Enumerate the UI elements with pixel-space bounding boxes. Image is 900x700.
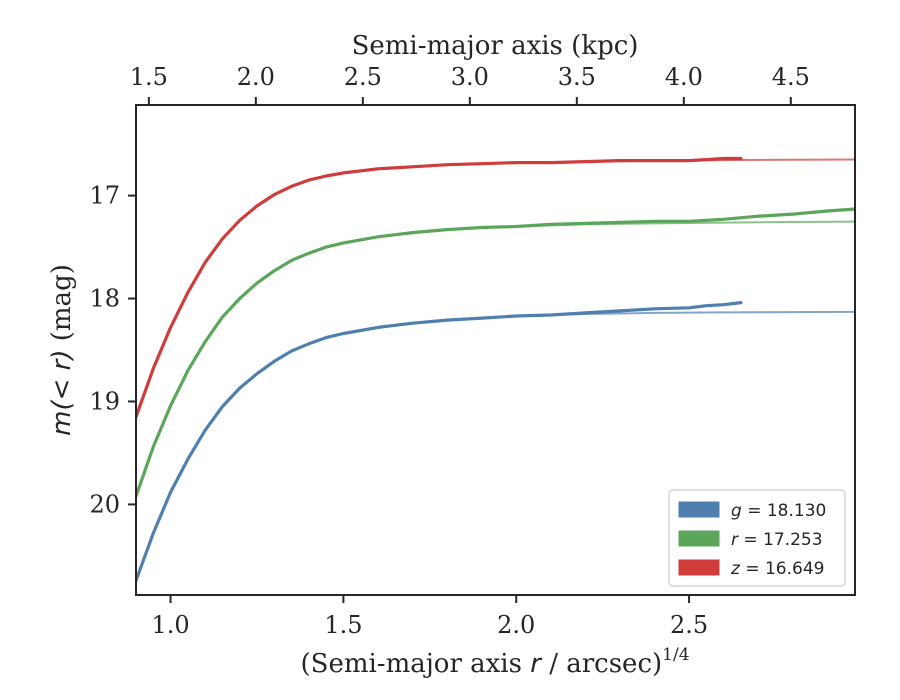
y-tick-label: 19	[89, 387, 120, 415]
legend: g = 18.130 r = 17.253 z = 16.649	[668, 489, 846, 587]
y-tick-label: 20	[89, 490, 120, 518]
top-tick-label: 2.0	[237, 63, 275, 91]
legend-swatch-g	[678, 501, 720, 518]
plot-area	[136, 156, 855, 583]
y-axis-label: m(< r) (mag)	[47, 264, 77, 436]
top-tick-label: 1.5	[130, 63, 168, 91]
x-axis-bottom-label: (Semi-major axis r / arcsec)1/4	[300, 645, 689, 679]
legend-label-g: g = 18.130	[731, 501, 826, 521]
series-layer	[136, 156, 855, 583]
y-tick-label: 18	[89, 285, 120, 313]
y-tick-label: 17	[89, 182, 120, 210]
legend-swatch-z	[678, 559, 720, 576]
top-tick-label: 4.5	[772, 63, 810, 91]
legend-label-z: z = 16.649	[730, 559, 824, 579]
legend-swatch-r	[678, 530, 720, 547]
top-tick-label: 3.0	[451, 63, 489, 91]
x-tick-label: 2.0	[497, 611, 535, 639]
x-tick-label: 2.5	[670, 611, 708, 639]
plot-frame	[135, 104, 856, 596]
series-g-data-line	[136, 301, 743, 583]
series-r-data-line	[136, 207, 855, 498]
top-tick-label: 4.0	[665, 63, 703, 91]
series-z-model-line	[136, 158, 855, 418]
x-tick-label: 1.5	[324, 611, 362, 639]
legend-label-r: r = 17.253	[731, 530, 823, 550]
x-tick-label: 1.0	[151, 611, 189, 639]
top-tick-label: 2.5	[344, 63, 382, 91]
axes-layer: 1.0 1.5 2.0 2.5 1.5 2.0 2.5 3.0 3.5 4.0 4.5 17 18 19 2…	[89, 63, 856, 639]
series-r-model-line	[136, 220, 855, 497]
x-axis-top-label: Semi-major axis (kpc)	[352, 31, 639, 61]
top-tick-label: 3.5	[558, 63, 596, 91]
series-z-data-line	[136, 156, 743, 419]
